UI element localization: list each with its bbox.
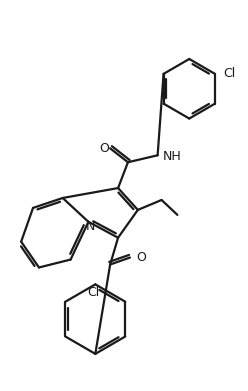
- Text: Cl: Cl: [223, 67, 235, 81]
- Text: N: N: [86, 220, 95, 233]
- Text: NH: NH: [162, 150, 181, 163]
- Text: O: O: [99, 142, 109, 155]
- Text: O: O: [136, 251, 146, 264]
- Text: Cl: Cl: [87, 286, 100, 299]
